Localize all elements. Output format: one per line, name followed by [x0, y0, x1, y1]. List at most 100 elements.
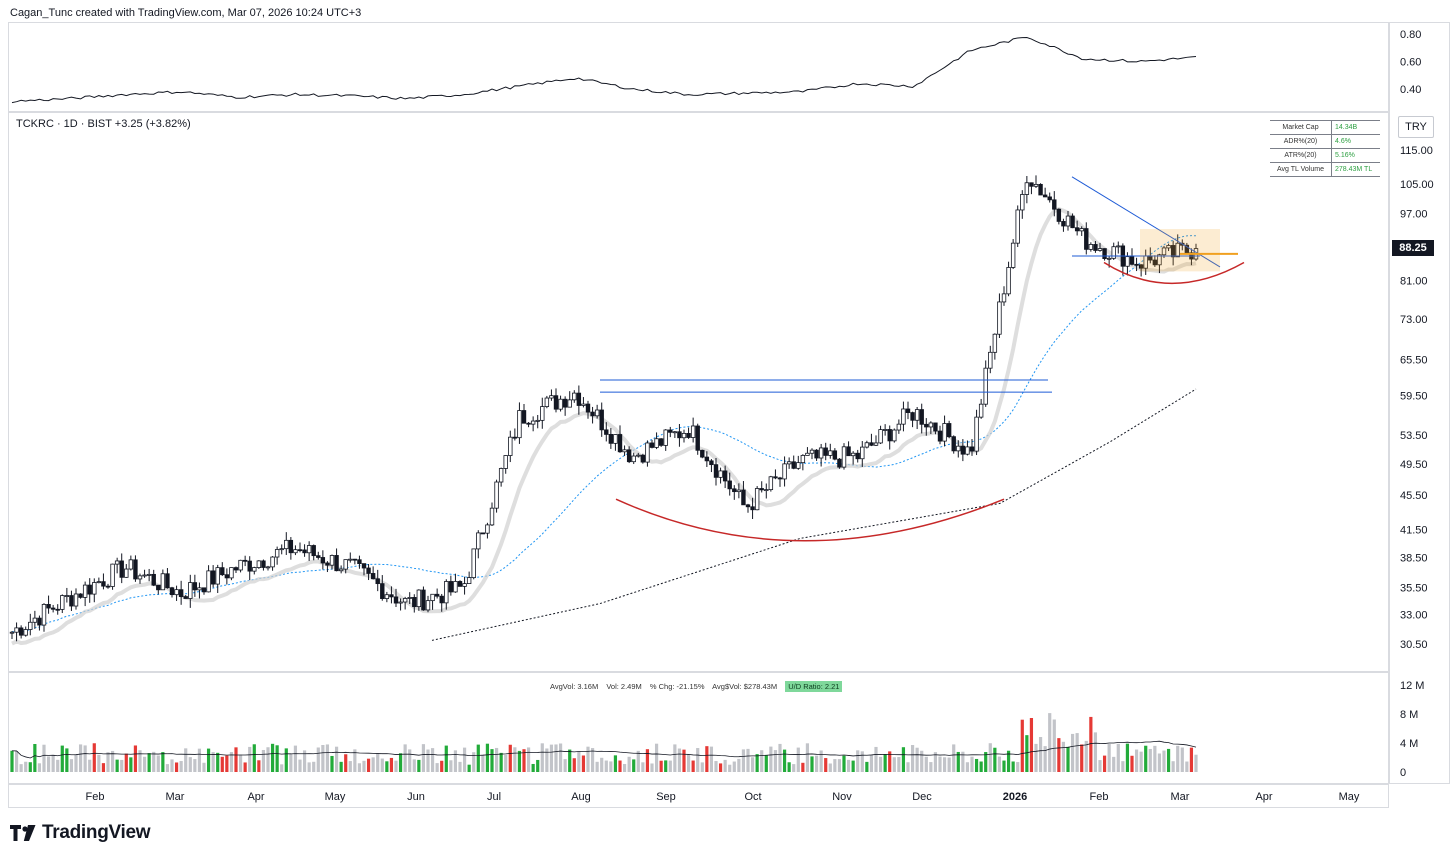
stat-label: ATR%(20) [1270, 148, 1332, 163]
volume-bar [865, 761, 869, 772]
candle-body [951, 436, 956, 452]
volume-bar [988, 743, 992, 772]
volume-bar [472, 752, 476, 772]
candle-body [608, 434, 614, 444]
avg-dollar-text: Avg$Vol: $278.43M [712, 682, 778, 691]
volume-bar [732, 761, 736, 772]
volume-bar [348, 761, 352, 772]
tradingview-logo[interactable]: TradingView [10, 822, 151, 844]
volume-bar [741, 749, 746, 772]
volume-bar [563, 759, 567, 772]
volume-bar [1020, 719, 1024, 772]
volume-bar [179, 761, 183, 772]
volume-bar [860, 751, 864, 772]
candle-body [960, 445, 966, 455]
volume-bar [668, 760, 672, 772]
volume-bar [1089, 716, 1093, 772]
candle-body [910, 412, 915, 421]
candle-body [1093, 244, 1098, 251]
candle-body [1015, 209, 1020, 244]
candle-body [165, 573, 170, 589]
volume-bar [787, 762, 791, 772]
volume-bar [600, 757, 604, 772]
volume-bar [129, 757, 133, 772]
stats-row: Market Cap 14.34B [1270, 120, 1380, 135]
volume-bar [243, 762, 247, 772]
symbol-legend: TCKRC · 1D · BIST +3.25 (+3.82%) [16, 118, 191, 130]
price-axis[interactable] [1389, 22, 1450, 784]
candle-body [590, 411, 595, 417]
candle-body [402, 598, 408, 603]
candle-body [553, 395, 559, 410]
candle-body [1134, 263, 1139, 266]
volume-bar [627, 756, 631, 772]
candle-body [50, 607, 56, 610]
volume-bar [133, 745, 138, 772]
volume-bar [234, 747, 238, 772]
volume-bar [362, 760, 366, 772]
price-tick-label: 115.00 [1400, 145, 1433, 157]
candle-body [773, 476, 778, 479]
volume-bar [1153, 745, 1157, 772]
candle-body [197, 587, 202, 591]
candle-body [924, 423, 929, 428]
volume-average-line [11, 740, 1197, 759]
candle-body [146, 573, 152, 576]
time-axis[interactable] [8, 784, 1389, 808]
candle-body [389, 594, 394, 598]
volume-bar [828, 763, 832, 772]
volume-bar [69, 759, 74, 772]
candle-body [1065, 215, 1071, 227]
candle-body [956, 445, 961, 452]
price-tick-label: 97.00 [1400, 208, 1428, 220]
volume-bar [846, 759, 851, 772]
attribution-text: Cagan_Tunc created with TradingView.com,… [10, 7, 362, 19]
currency-button[interactable]: TRY [1398, 116, 1434, 138]
volume-bar [206, 748, 211, 772]
candle-body [1070, 215, 1075, 229]
volume-bar [869, 754, 874, 772]
volume-bar [641, 762, 645, 772]
candle-body [576, 392, 582, 406]
volume-bar [147, 753, 151, 772]
candle-body [128, 559, 134, 570]
candle-body [544, 397, 550, 407]
candle-body [151, 573, 156, 586]
candle-body [188, 582, 193, 599]
candle-body [841, 446, 847, 468]
volume-bar [1066, 746, 1070, 772]
candle-body [1033, 183, 1039, 187]
volume-bar [1102, 755, 1107, 772]
volume-bar [56, 759, 60, 772]
volume-bar [979, 761, 983, 772]
volume-bar [933, 752, 938, 772]
volume-bar [814, 755, 819, 772]
volume-bar [778, 743, 782, 772]
indicator-pane [8, 22, 1389, 112]
indicator-tick-label: 0.40 [1400, 84, 1421, 96]
candle-body [9, 631, 15, 634]
volume-bar [394, 760, 398, 772]
candle-body [837, 458, 842, 468]
volume-bar [78, 744, 83, 772]
candle-body [796, 462, 801, 469]
candle-body [329, 555, 335, 566]
volume-bar [1107, 743, 1111, 772]
candle-body [398, 601, 403, 604]
time-tick-label: Feb [1090, 791, 1109, 803]
volume-bar [408, 749, 412, 772]
volume-bar [924, 756, 928, 772]
volume-bar [1075, 733, 1079, 772]
volume-bar [298, 759, 302, 772]
volume-bar [1116, 743, 1120, 772]
volume-bar [632, 759, 636, 772]
volume-bar [961, 751, 965, 772]
candle-body [124, 568, 129, 578]
time-tick-label: Nov [832, 791, 852, 803]
volume-bar [462, 747, 467, 772]
time-tick-label: May [1339, 791, 1360, 803]
candle-body [370, 573, 376, 580]
volume-bar [901, 747, 906, 772]
volume-bar [24, 761, 28, 772]
